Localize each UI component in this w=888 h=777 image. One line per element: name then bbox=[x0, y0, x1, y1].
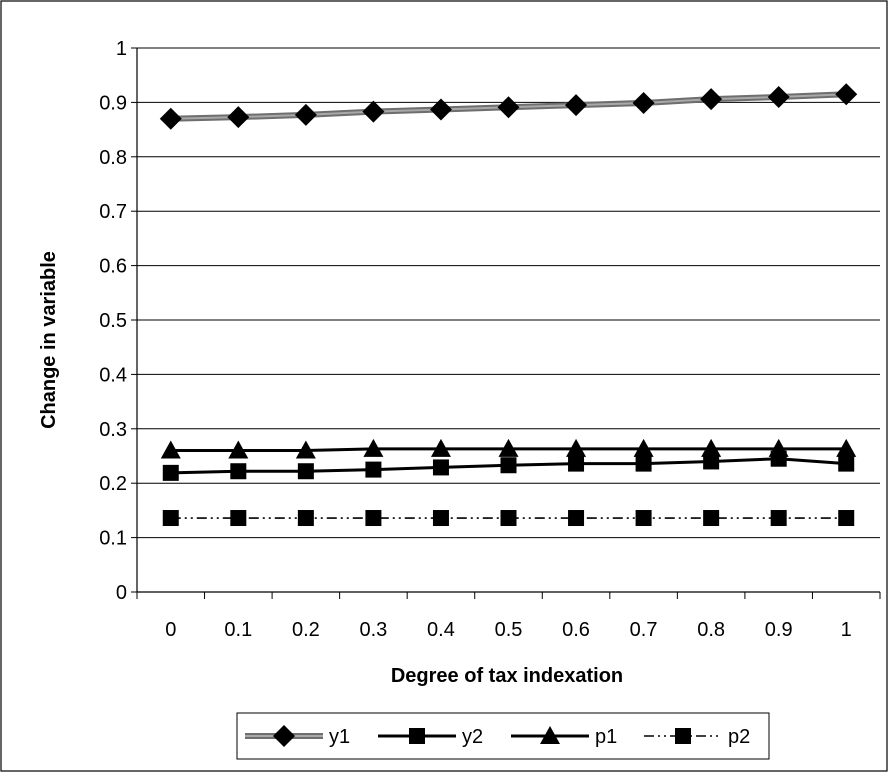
data-point-y1 bbox=[227, 106, 250, 129]
data-point-p2 bbox=[635, 510, 652, 527]
legend-marker-y1 bbox=[273, 725, 295, 747]
data-point-p2 bbox=[838, 510, 855, 527]
data-point-y1 bbox=[632, 91, 655, 114]
data-point-p2 bbox=[162, 510, 179, 527]
legend-label-p2: p2 bbox=[728, 726, 750, 748]
data-point-p1 bbox=[160, 440, 181, 459]
legend-marker-p1 bbox=[540, 726, 560, 744]
data-point-p2 bbox=[365, 510, 382, 527]
data-point-y2 bbox=[703, 453, 720, 470]
legend-label-y1: y1 bbox=[329, 726, 350, 748]
data-point-p2 bbox=[230, 510, 247, 527]
x-tick-label: 0.2 bbox=[292, 619, 320, 641]
data-point-y2 bbox=[635, 455, 652, 472]
legend-label-y2: y2 bbox=[462, 726, 483, 748]
data-point-p1 bbox=[295, 440, 316, 459]
x-axis-title: Degree of tax indexation bbox=[391, 665, 623, 687]
data-point-y1 bbox=[700, 88, 723, 111]
x-tick-label: 0.3 bbox=[360, 619, 388, 641]
x-tick-label: 0.7 bbox=[630, 619, 658, 641]
y-tick-label: 0.3 bbox=[99, 419, 127, 441]
data-point-y2 bbox=[230, 463, 247, 480]
y-tick-label: 0.9 bbox=[99, 92, 127, 114]
data-point-y1 bbox=[362, 100, 385, 123]
data-point-p1 bbox=[566, 438, 587, 457]
data-point-y1 bbox=[497, 96, 520, 119]
legend-marker-y2 bbox=[409, 728, 425, 744]
data-point-p1 bbox=[363, 438, 384, 457]
data-point-y1 bbox=[159, 107, 182, 130]
data-point-y2 bbox=[432, 459, 449, 476]
x-tick-label: 0 bbox=[165, 619, 176, 641]
y-tick-label: 1 bbox=[116, 38, 127, 60]
data-point-y1 bbox=[835, 83, 858, 106]
data-point-p1 bbox=[498, 438, 519, 457]
x-tick-label: 0.1 bbox=[224, 619, 252, 641]
y-tick-label: 0 bbox=[116, 582, 127, 604]
data-point-y2 bbox=[365, 461, 382, 478]
data-point-p1 bbox=[633, 438, 654, 457]
y-tick-label: 0.2 bbox=[99, 473, 127, 495]
data-point-y2 bbox=[500, 457, 517, 474]
data-point-p2 bbox=[432, 510, 449, 527]
legend-label-p1: p1 bbox=[595, 726, 617, 748]
y-tick-label: 0.5 bbox=[99, 310, 127, 332]
y-axis-title: Change in variable bbox=[38, 251, 60, 429]
data-point-y2 bbox=[838, 455, 855, 472]
data-point-p1 bbox=[430, 438, 451, 457]
y-tick-label: 0.8 bbox=[99, 147, 127, 169]
x-tick-label: 0.4 bbox=[427, 619, 455, 641]
data-point-y1 bbox=[565, 94, 588, 117]
x-tick-label: 0.5 bbox=[495, 619, 523, 641]
data-point-y1 bbox=[767, 85, 790, 108]
data-point-p2 bbox=[770, 510, 787, 527]
y-tick-label: 0.7 bbox=[99, 201, 127, 223]
y-tick-label: 0.1 bbox=[99, 528, 127, 550]
data-point-p1 bbox=[228, 440, 249, 459]
data-point-y1 bbox=[429, 98, 452, 121]
data-point-p2 bbox=[703, 510, 720, 527]
x-tick-label: 0.8 bbox=[697, 619, 725, 641]
data-point-p2 bbox=[568, 510, 585, 527]
x-tick-label: 1 bbox=[841, 619, 852, 641]
data-point-p2 bbox=[500, 510, 517, 527]
data-point-y1 bbox=[294, 103, 317, 126]
data-point-y2 bbox=[297, 463, 314, 480]
data-point-p1 bbox=[701, 438, 722, 457]
data-point-p1 bbox=[836, 438, 857, 457]
x-tick-label: 0.9 bbox=[765, 619, 793, 641]
data-point-p2 bbox=[297, 510, 314, 527]
data-point-y2 bbox=[568, 455, 585, 472]
legend-marker-p2 bbox=[675, 728, 691, 744]
data-point-y2 bbox=[162, 464, 179, 481]
x-tick-label: 0.6 bbox=[562, 619, 590, 641]
y-tick-label: 0.4 bbox=[99, 364, 127, 386]
y-tick-label: 0.6 bbox=[99, 256, 127, 278]
data-point-p1 bbox=[768, 438, 789, 457]
